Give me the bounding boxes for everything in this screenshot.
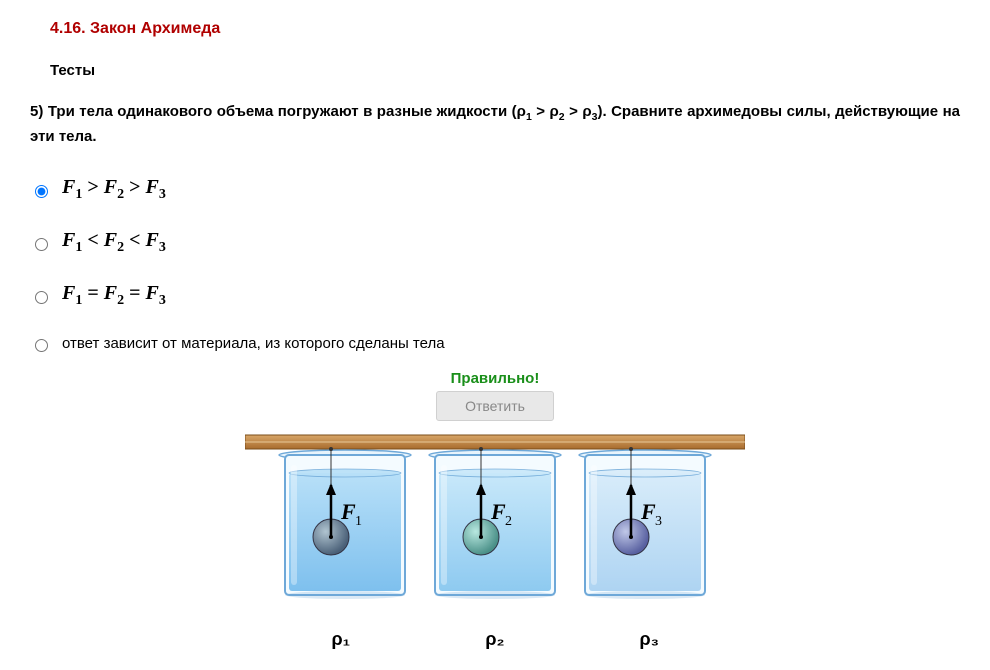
option-1[interactable]: F1 > F2 > F3 (30, 176, 960, 203)
options-list: F1 > F2 > F3 F1 < F2 < F3 F1 = F2 = F3 о… (30, 176, 960, 352)
radio-3[interactable] (35, 291, 48, 304)
question-text: 5) Три тела одинакового объема погружают… (30, 101, 960, 148)
feedback-text: Правильно! (30, 370, 960, 387)
tests-label: Тесты (50, 62, 960, 79)
beaker-labels-row: ρ₁ ρ₂ ρ₃ (30, 629, 960, 650)
q-mid2: > (565, 103, 583, 120)
q-rho2: ρ (550, 103, 559, 120)
answer-button[interactable]: Ответить (436, 391, 554, 421)
beaker-label-3: ρ₃ (574, 629, 724, 650)
option-4[interactable]: ответ зависит от материала, из которого … (30, 335, 960, 352)
option-4-label: ответ зависит от материала, из которого … (62, 335, 445, 352)
svg-text:2: 2 (505, 514, 512, 529)
radio-4[interactable] (35, 339, 48, 352)
beaker-label-1: ρ₁ (266, 629, 416, 650)
q-pre: Три тела одинакового объема погружают в … (48, 103, 517, 120)
radio-1[interactable] (35, 185, 48, 198)
section-title: 4.16. Закон Архимеда (50, 20, 960, 38)
q-mid1: > (532, 103, 550, 120)
option-2-label: F1 < F2 < F3 (62, 229, 166, 256)
option-1-label: F1 > F2 > F3 (62, 176, 166, 203)
svg-text:F: F (490, 499, 506, 524)
q-rho1: ρ (517, 103, 526, 120)
radio-2[interactable] (35, 238, 48, 251)
svg-text:F: F (340, 499, 356, 524)
beaker-label-2: ρ₂ (420, 629, 570, 650)
question-number: 5) (30, 103, 43, 120)
svg-text:1: 1 (355, 514, 362, 529)
svg-text:3: 3 (655, 514, 662, 529)
option-3-label: F1 = F2 = F3 (62, 282, 166, 309)
diagram: F1F2F3 (30, 427, 960, 621)
option-3[interactable]: F1 = F2 = F3 (30, 282, 960, 309)
option-2[interactable]: F1 < F2 < F3 (30, 229, 960, 256)
svg-text:F: F (640, 499, 656, 524)
q-rho3: ρ (582, 103, 591, 120)
